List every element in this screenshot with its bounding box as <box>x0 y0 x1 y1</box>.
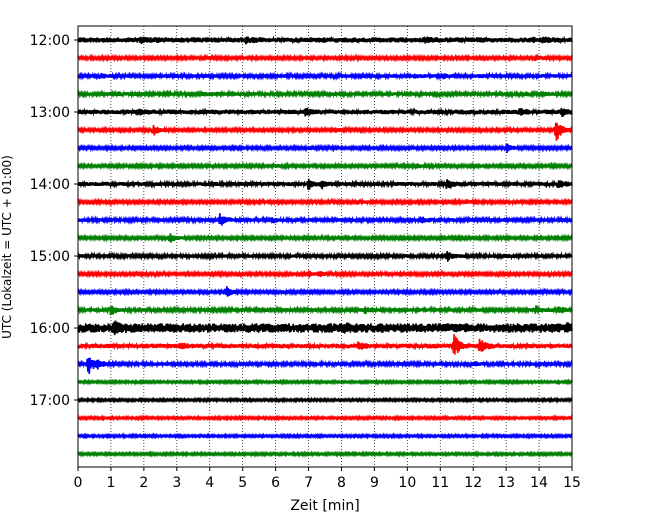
x-tick-label: 14 <box>530 475 548 491</box>
x-tick-label: 7 <box>304 475 313 491</box>
x-tick-label: 13 <box>497 475 515 491</box>
y-tick-label: 16:00 <box>30 321 70 337</box>
trace-1200 <box>77 35 573 45</box>
x-tick-label: 2 <box>139 475 148 491</box>
trace-1215 <box>77 53 573 63</box>
x-tick-label: 5 <box>238 475 247 491</box>
trace-1730 <box>77 432 573 440</box>
trace-1600 <box>77 320 573 336</box>
trace-1330 <box>77 143 573 153</box>
x-tick-label: 10 <box>398 475 416 491</box>
plot-frame-top <box>77 25 573 468</box>
trace-1530 <box>77 286 573 297</box>
y-tick-label: 12:00 <box>30 33 70 49</box>
x-tick-label: 15 <box>563 475 581 491</box>
x-tick-label: 12 <box>464 475 482 491</box>
trace-1645 <box>77 378 573 386</box>
y-tick-label: 14:00 <box>30 177 70 193</box>
x-axis-title: Zeit [min] <box>290 498 359 514</box>
trace-1345 <box>77 161 573 171</box>
x-tick-label: 6 <box>271 475 280 491</box>
x-tick-label: 0 <box>74 475 83 491</box>
x-tick-label: 4 <box>205 475 214 491</box>
x-axis: 0 1 2 3 4 5 6 7 8 9 10 11 12 13 14 15 <box>74 467 581 491</box>
x-tick-label: 8 <box>337 475 346 491</box>
trace-1445 <box>77 233 573 243</box>
trace-1630 <box>77 357 573 374</box>
y-axis-title: UTC (Lokalzeit = UTC + 01:00) <box>0 155 14 339</box>
trace-group <box>77 35 573 458</box>
trace-1230 <box>77 71 573 81</box>
trace-1700 <box>77 396 573 404</box>
trace-1615 <box>77 334 573 355</box>
y-axis: 12:00 13:00 14:00 15:00 16:00 17:00 <box>30 33 78 409</box>
trace-1500 <box>77 251 573 262</box>
y-tick-label: 13:00 <box>30 105 70 121</box>
trace-1430 <box>77 213 573 226</box>
trace-1300 <box>77 107 573 118</box>
trace-1545 <box>77 305 573 316</box>
x-tick-label: 3 <box>172 475 181 491</box>
trace-1415 <box>77 197 573 207</box>
trace-1715 <box>77 414 573 422</box>
x-tick-label: 1 <box>106 475 115 491</box>
trace-1315 <box>77 122 573 141</box>
trace-1400 <box>77 178 573 190</box>
trace-1745 <box>77 450 573 458</box>
plot-area <box>77 25 573 468</box>
y-tick-label: 17:00 <box>30 393 70 409</box>
x-tick-label: 9 <box>370 475 379 491</box>
trace-1515 <box>77 269 573 279</box>
trace-1245 <box>77 89 573 99</box>
y-tick-label: 15:00 <box>30 249 70 265</box>
x-tick-label: 11 <box>431 475 449 491</box>
